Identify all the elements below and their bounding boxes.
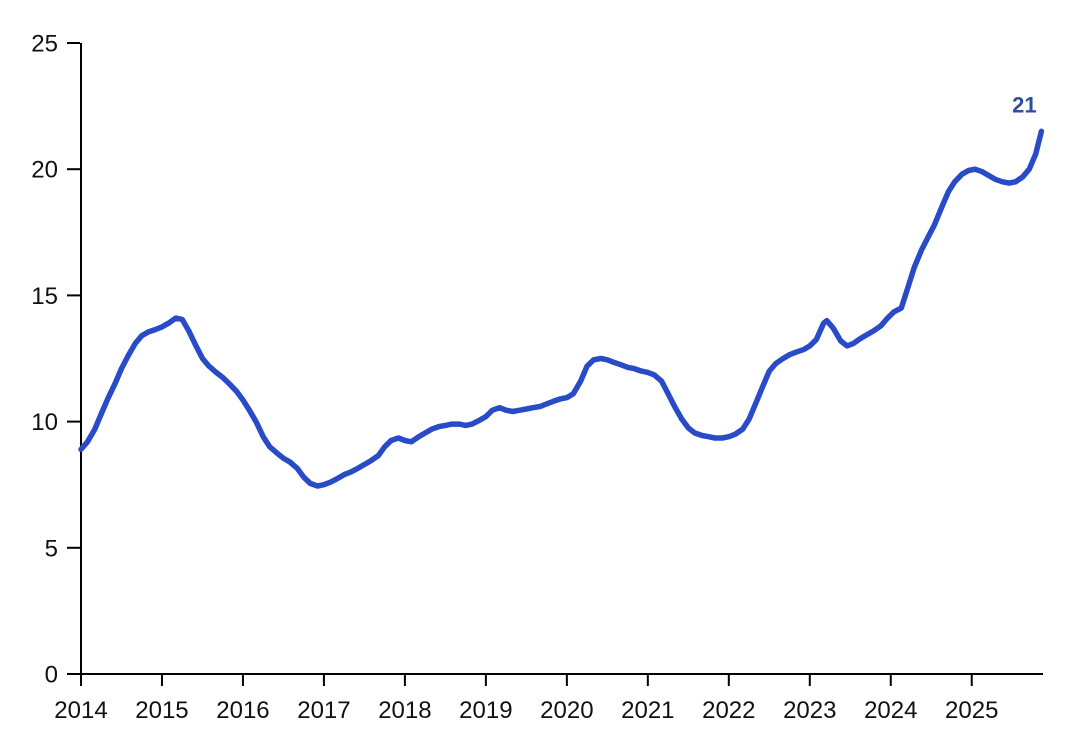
- data-line: [78, 128, 1045, 489]
- x-tick-label: 2021: [621, 697, 674, 724]
- x-tick-label: 2018: [378, 697, 431, 724]
- x-tick-label: 2017: [297, 697, 350, 724]
- x-axis: 2014 2015 2016 2017 2018 2019 2020 2021 2022 2023…: [54, 673, 1043, 724]
- end-value-label: 21: [1012, 92, 1036, 117]
- x-tick-label: 2014: [54, 697, 107, 724]
- y-tick-label: 0: [45, 662, 58, 689]
- x-tick-label: 2023: [783, 697, 836, 724]
- x-tick-label: 2022: [702, 697, 755, 724]
- x-tick-label: 2016: [216, 697, 269, 724]
- y-tick-label: 10: [31, 409, 58, 436]
- y-tick-label: 15: [31, 283, 58, 310]
- y-tick-label: 20: [31, 157, 58, 184]
- x-tick-label: 2024: [864, 697, 917, 724]
- x-tick-label: 2020: [540, 697, 593, 724]
- x-tick-label: 2025: [945, 697, 998, 724]
- x-tick-label: 2015: [135, 697, 188, 724]
- x-tick-label: 2019: [459, 697, 512, 724]
- y-axis: 0 5 10 15 20 25: [31, 31, 82, 689]
- y-tick-label: 5: [45, 535, 58, 562]
- y-tick-label: 25: [31, 31, 58, 58]
